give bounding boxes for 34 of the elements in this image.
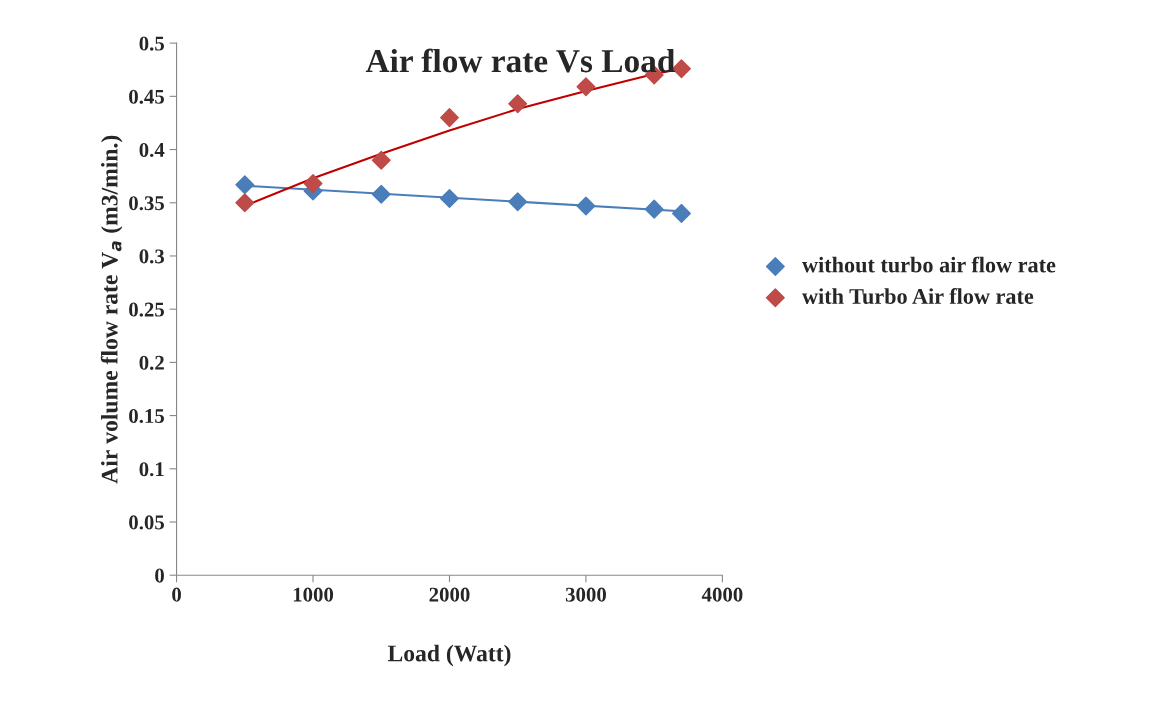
y-tick-label: 0.15 bbox=[129, 408, 164, 424]
point bbox=[235, 175, 255, 195]
x-tick-label: 4000 bbox=[701, 587, 743, 602]
y-tick-label: 0.35 bbox=[129, 196, 164, 211]
point bbox=[671, 203, 691, 223]
legend-label: without turbo air flow rate bbox=[802, 256, 1056, 273]
chart-title: Air flow rate Vs Load bbox=[365, 48, 676, 73]
x-tick-label: 1000 bbox=[293, 587, 334, 602]
point bbox=[371, 150, 391, 170]
x-axis-title: Load (Watt) bbox=[387, 644, 511, 667]
y-tick-label: 0.45 bbox=[129, 89, 164, 104]
point bbox=[235, 193, 255, 213]
point bbox=[576, 196, 596, 216]
y-tick-label: 0.1 bbox=[139, 462, 164, 477]
point bbox=[644, 199, 664, 219]
point bbox=[576, 77, 596, 97]
point bbox=[371, 184, 391, 204]
y-axis-title: Air volume flow rate V$_{a}$ (m3/min.) bbox=[100, 135, 123, 484]
x-tick-label: 0 bbox=[172, 587, 181, 602]
point bbox=[440, 108, 459, 128]
x-tick-label: 3000 bbox=[565, 587, 606, 602]
y-tick-label: 0.25 bbox=[129, 302, 164, 317]
y-tick-label: 0.4 bbox=[139, 142, 165, 158]
point bbox=[508, 192, 528, 212]
point bbox=[440, 189, 459, 208]
legend-label: with Turbo Air flow rate bbox=[802, 288, 1034, 304]
y-tick-label: 0 bbox=[155, 568, 164, 583]
y-tick-label: 0.5 bbox=[139, 36, 164, 51]
point bbox=[508, 94, 528, 114]
y-tick-label: 0.3 bbox=[139, 249, 165, 264]
point bbox=[303, 174, 323, 194]
x-tick-label: 2000 bbox=[429, 587, 470, 602]
y-tick-label: 0.05 bbox=[129, 515, 164, 530]
y-tick-label: 0.2 bbox=[139, 355, 164, 370]
